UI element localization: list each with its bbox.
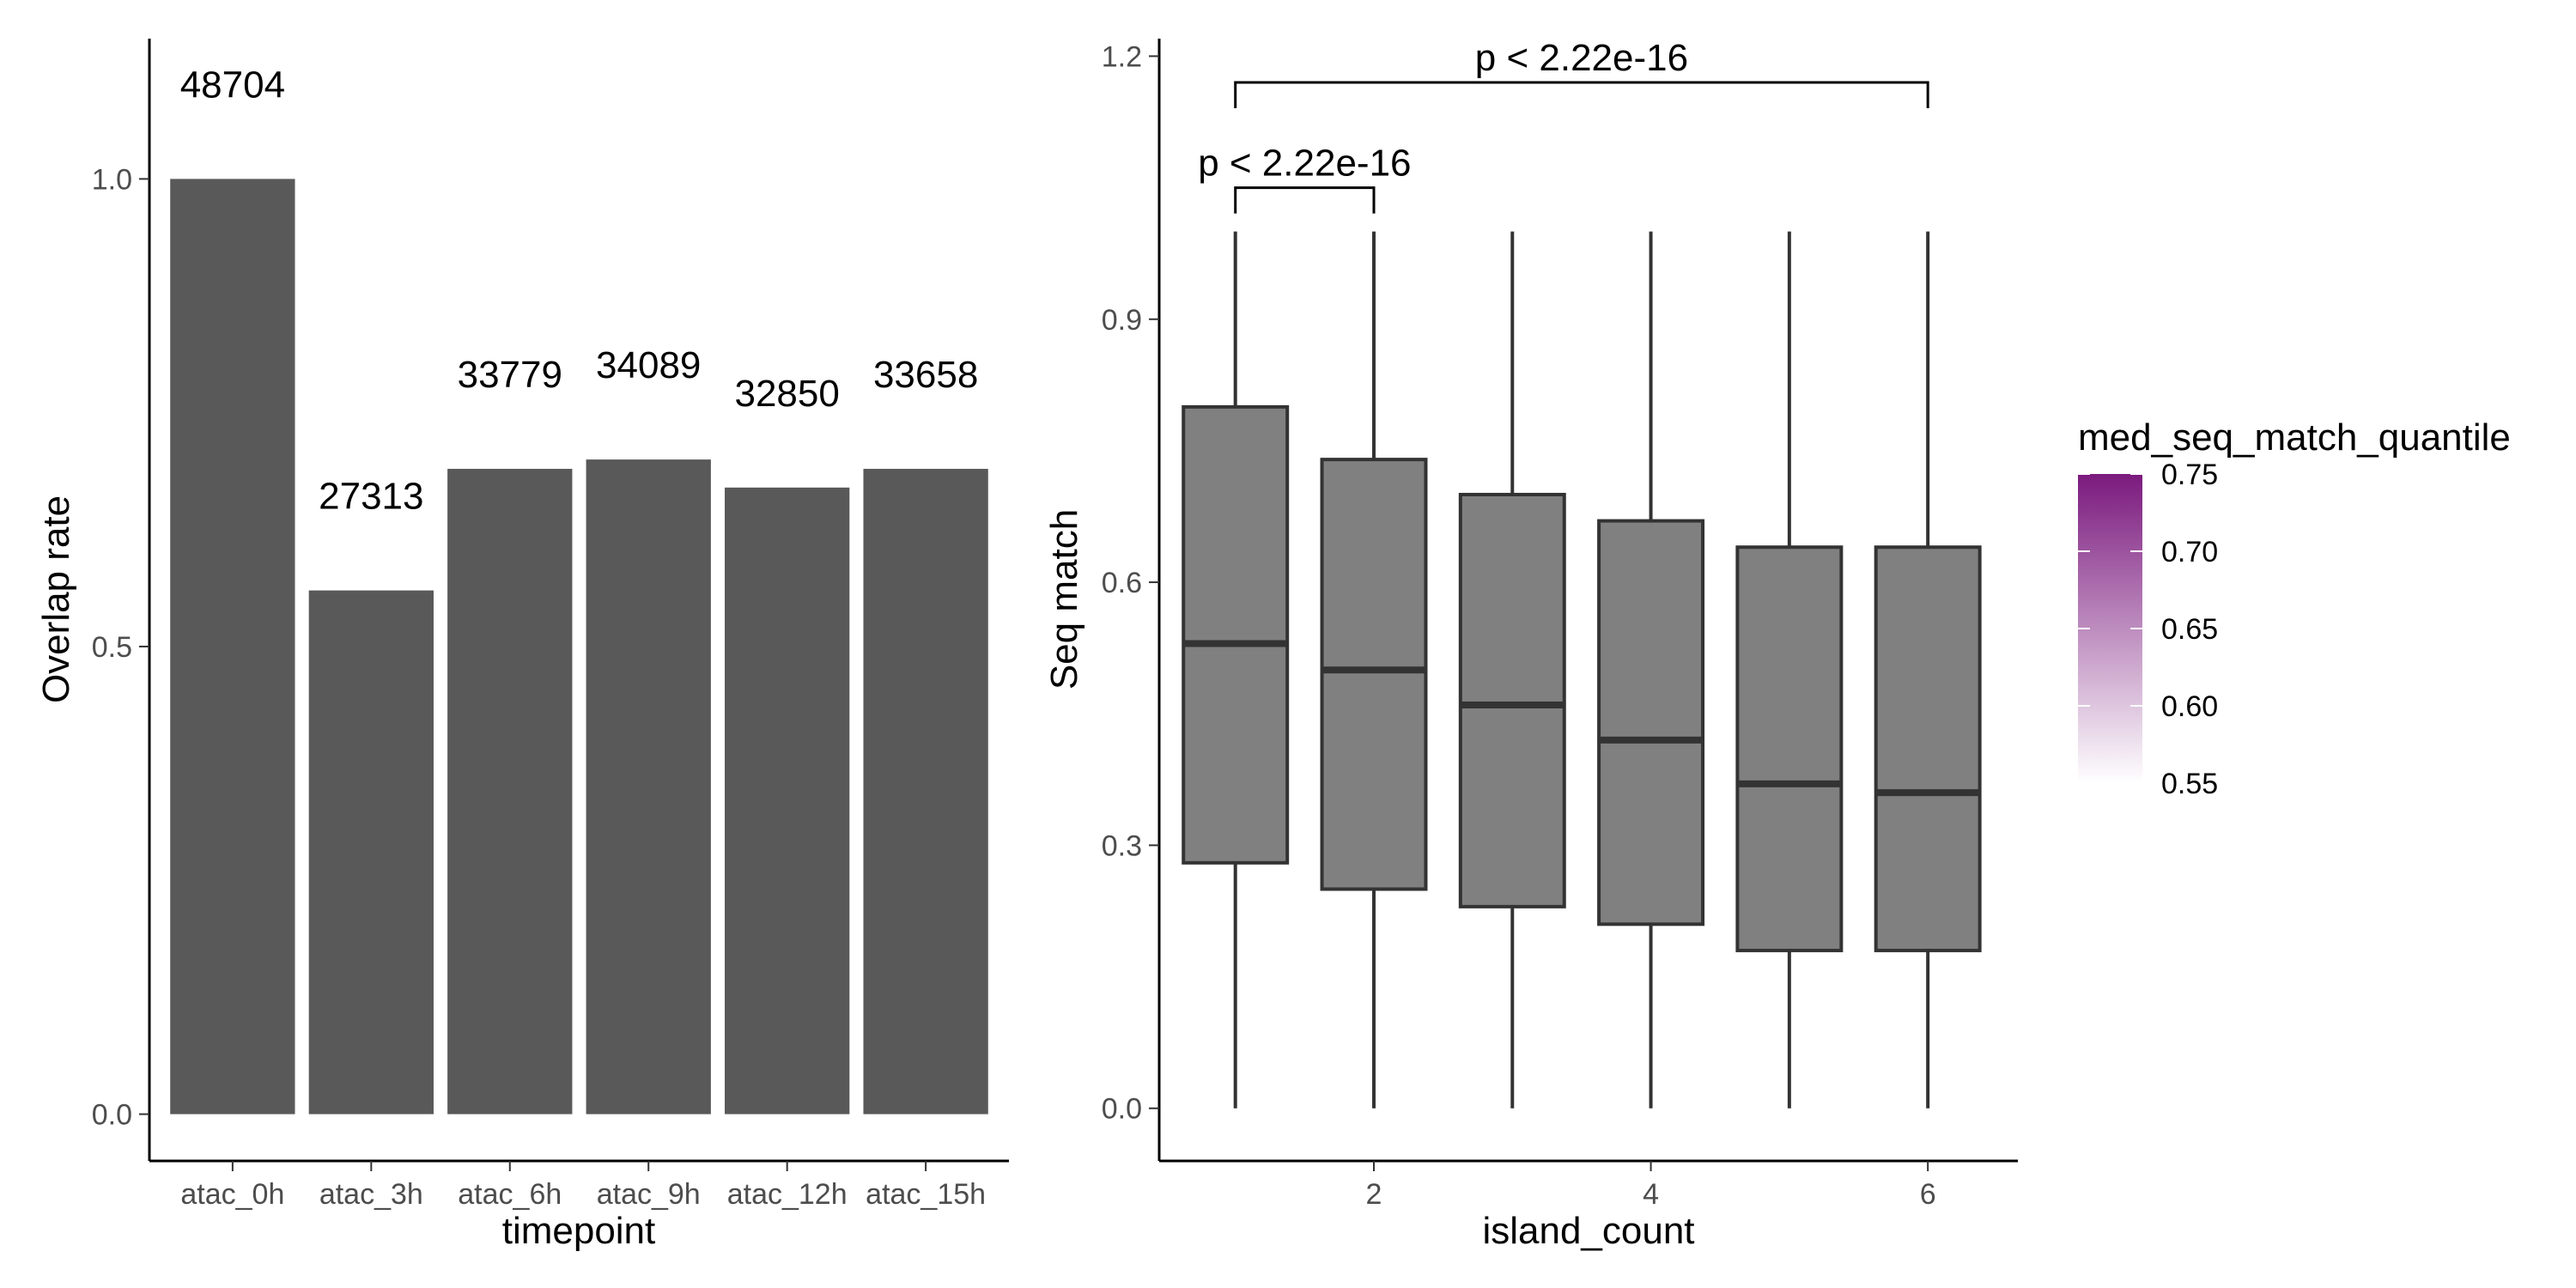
bar-y-ticks: 0.0 0.5 1.0 [92,163,149,1132]
bar-atac_3h [308,590,434,1115]
bar-x-tick-label: atac_0h [180,1178,284,1211]
box-iqr [1874,545,1982,952]
bar-value-label: 27313 [319,476,423,518]
bar-x-axis-title: timepoint [502,1210,656,1252]
significance-label: p < 2.22e-16 [1475,37,1688,79]
bar-value-label: 32850 [734,373,839,415]
bar-y-tick-label: 1.0 [92,163,132,196]
box-x-tick-label: 4 [1643,1178,1659,1211]
boxplot-panel: p < 2.22e-16 p < 2.22e-16 0.0 0.3 0.6 0.9 1.2… [1043,37,2018,1252]
bar-x-ticks: atac_0h atac_3h atac_6h atac_9h atac_12h atac… [180,1161,986,1211]
box-y-ticks: 0.0 0.3 0.6 0.9 1.2 [1102,40,1159,1126]
box-iqr [1182,404,1290,865]
bar-y-tick-label: 0.5 [92,631,132,664]
bar-atac_9h [586,459,711,1115]
legend-break-label: 0.55 [2161,768,2218,800]
legend-title: med_seq_match_quantile [2078,416,2511,459]
bar-y-tick-label: 0.0 [92,1099,132,1132]
bar-y-axis-title: Overlap rate [35,495,77,703]
box-group-3 [1458,231,1566,1109]
box-x-axis-title: island_count [1482,1210,1694,1252]
box-y-tick-label: 0.9 [1102,304,1142,337]
bar-atac_15h [863,469,988,1115]
box-x-ticks: 2 4 6 [1366,1161,1936,1211]
box-group-4 [1597,231,1705,1109]
bar-atac_12h [725,487,850,1115]
box-marks [1182,231,1982,1109]
box-iqr [1735,545,1844,952]
bar-atac_0h [170,179,295,1115]
box-iqr [1458,492,1566,908]
legend-breaks: 0.75 0.70 0.65 0.60 0.55 [2078,459,2218,800]
significance-label: p < 2.22e-16 [1198,143,1411,185]
significance-bracket [1234,81,1929,109]
box-y-tick-label: 0.3 [1102,829,1142,862]
significance-bracket [1234,186,1376,214]
legend-break-label: 0.75 [2161,459,2218,491]
bar-x-tick-label: atac_12h [727,1178,848,1211]
bar-value-label: 33779 [458,354,562,396]
bar-marks [170,179,988,1115]
box-y-tick-label: 0.0 [1102,1093,1142,1126]
legend-break-label: 0.65 [2161,613,2218,646]
box-group-6 [1874,231,1982,1109]
box-y-tick-label: 1.2 [1102,40,1142,73]
box-x-tick-label: 6 [1920,1178,1936,1211]
box-x-tick-label: 2 [1366,1178,1382,1211]
box-y-axis-title: Seq match [1043,509,1085,690]
bar-x-tick-label: atac_15h [866,1178,986,1211]
box-group-2 [1320,231,1428,1109]
bar-x-tick-label: atac_6h [458,1178,562,1211]
bar-value-label: 48704 [180,64,285,106]
box-iqr [1597,519,1705,927]
bar-x-tick-label: atac_3h [319,1178,423,1211]
legend-break-label: 0.60 [2161,690,2218,723]
box-group-5 [1735,231,1844,1109]
box-iqr [1320,458,1428,891]
bar-value-label: 33658 [873,354,978,396]
legend-break-label: 0.70 [2161,536,2218,568]
significance-annotations: p < 2.22e-16 p < 2.22e-16 [1198,37,1929,214]
box-y-tick-label: 0.6 [1102,567,1142,599]
bar-chart-panel: 48704 27313 33779 34089 32850 33658 0.0 0.5 1.0… [35,39,1009,1252]
bar-x-tick-label: atac_9h [597,1178,701,1211]
box-group-1 [1182,231,1290,1109]
bar-atac_6h [447,469,573,1115]
legend: med_seq_match_quantile 0.750.700.650.600… [2078,416,2511,800]
bar-value-label: 34089 [596,344,701,386]
bar-value-labels: 48704 27313 33779 34089 32850 33658 [180,64,979,517]
